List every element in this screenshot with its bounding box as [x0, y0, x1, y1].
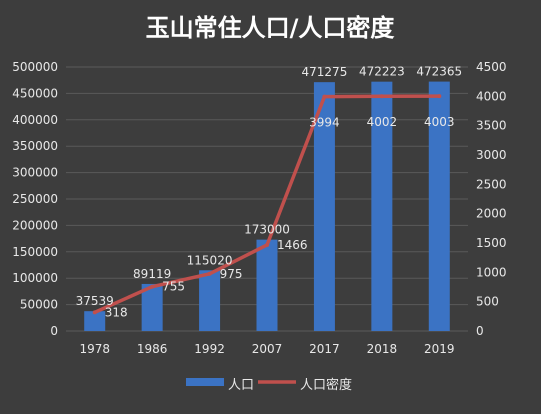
line-point-2019 [437, 94, 442, 99]
right-axis-tick-label: 0 [476, 324, 484, 338]
bar-value-label: 472223 [359, 65, 405, 79]
right-axis-tick-label: 2000 [476, 207, 507, 221]
bar-value-label: 173000 [244, 223, 290, 237]
line-value-label: 318 [105, 305, 128, 319]
line-series [92, 94, 442, 315]
right-axis-tick-label: 2500 [476, 177, 507, 191]
left-axis-tick-label: 100000 [12, 271, 58, 285]
x-axis-tick-label: 2017 [309, 342, 340, 356]
left-axis-tick-label: 0 [50, 324, 58, 338]
line-point-2007 [265, 242, 269, 247]
bar-2018 [371, 81, 393, 331]
right-axis-tick-label: 4000 [476, 89, 507, 103]
line-value-label: 3994 [309, 116, 340, 130]
right-y-axis: 0 500 1000 1500 2000 2500 3000 3500 4000 4500 [476, 60, 507, 338]
bar-1986 [141, 283, 163, 331]
bar-series [84, 81, 450, 331]
right-axis-tick-label: 500 [476, 295, 499, 309]
bar-value-label: 115020 [187, 253, 233, 267]
line-point-1986 [150, 284, 155, 289]
grid-lines [66, 66, 468, 332]
legend: 人口 人口密度 [186, 377, 352, 393]
data-labels: 37539 89119 115020 173000 471275 472223 472365… [76, 65, 463, 320]
left-axis-tick-label: 500000 [12, 60, 58, 74]
chart-title: 玉山常住人口/人口密度 [146, 14, 396, 42]
left-axis-tick-label: 450000 [12, 86, 58, 100]
right-axis-tick-label: 1500 [476, 236, 507, 250]
legend-bar-label: 人口 [228, 378, 254, 393]
x-axis-tick-label: 1978 [79, 342, 110, 356]
x-axis: 1978 1986 1992 2007 2017 2018 2019 [79, 342, 454, 356]
line-point-1992 [207, 271, 212, 276]
legend-line-label: 人口密度 [300, 377, 352, 393]
bar-1992 [199, 270, 221, 331]
line-point-2018 [379, 94, 384, 99]
left-axis-tick-label: 400000 [12, 113, 58, 127]
x-axis-tick-label: 2007 [252, 342, 283, 356]
left-axis-tick-label: 250000 [12, 192, 58, 206]
line-point-1978 [92, 310, 97, 315]
left-axis-tick-label: 300000 [12, 166, 58, 180]
x-axis-tick-label: 2019 [424, 342, 455, 356]
x-axis-tick-label: 2018 [367, 342, 398, 356]
right-axis-tick-label: 1000 [476, 265, 507, 279]
bar-value-label: 89119 [133, 267, 171, 281]
bar-2007 [256, 239, 278, 331]
line-value-label: 975 [220, 267, 243, 281]
right-axis-tick-label: 3500 [476, 119, 507, 133]
line-point-2017 [322, 94, 327, 99]
left-axis-tick-label: 350000 [12, 139, 58, 153]
left-axis-tick-label: 200000 [12, 218, 58, 232]
left-y-axis: 0 50000 100000 150000 200000 250000 300000 3500… [12, 60, 58, 338]
bar-value-label: 472365 [416, 65, 462, 79]
line-value-label: 755 [162, 280, 185, 294]
line-value-label: 4002 [367, 115, 398, 129]
bar-2017 [313, 82, 335, 331]
line-value-label: 4003 [424, 115, 455, 129]
legend-bar-swatch [186, 378, 224, 386]
bar-value-label: 37539 [76, 294, 114, 308]
bar-value-label: 471275 [302, 65, 348, 79]
right-axis-tick-label: 3000 [476, 148, 507, 162]
bar-1978 [84, 311, 106, 331]
line-value-label: 1466 [277, 238, 308, 252]
x-axis-tick-label: 1992 [194, 342, 225, 356]
x-axis-tick-label: 1986 [137, 342, 168, 356]
right-axis-tick-label: 4500 [476, 60, 507, 74]
left-axis-tick-label: 50000 [20, 298, 58, 312]
left-axis-tick-label: 150000 [12, 245, 58, 259]
bar-2019 [428, 81, 450, 331]
